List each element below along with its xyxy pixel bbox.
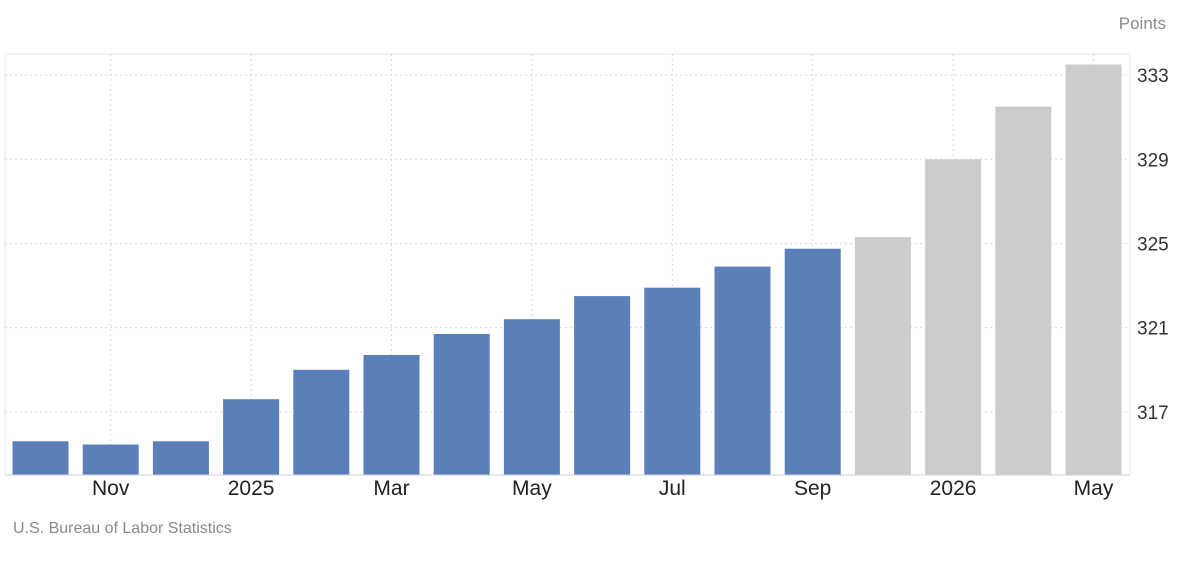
x-tick-label: Mar <box>373 477 409 500</box>
x-tick-label: 2026 <box>930 477 977 500</box>
x-tick-label: May <box>512 477 552 500</box>
y-axis-ticks: 317 321 325 329 333 <box>1137 66 1169 424</box>
x-tick-label: Jul <box>659 477 686 500</box>
bar <box>293 369 350 476</box>
unit-label: Points <box>1118 14 1166 33</box>
forecast-bar <box>854 237 911 475</box>
x-tick-label: 2025 <box>228 477 275 500</box>
bar <box>152 441 209 475</box>
bar <box>433 334 490 475</box>
bars <box>5 64 1130 476</box>
bar <box>714 266 771 475</box>
bar <box>503 319 560 475</box>
bar <box>223 399 280 475</box>
x-tick-label: May <box>1074 477 1114 500</box>
y-tick-label: 329 <box>1137 150 1169 171</box>
source-credit: U.S. Bureau of Labor Statistics <box>13 520 232 537</box>
bar <box>12 441 69 475</box>
y-tick-label: 317 <box>1137 403 1169 424</box>
bar-chart: 317 321 325 329 333 Nov 2025 Mar May Jul Sep 2026 M… <box>4 53 1169 500</box>
x-tick-label: Sep <box>794 477 831 500</box>
forecast-bar <box>925 159 982 476</box>
forecast-bar <box>1065 64 1122 475</box>
y-tick-label: 321 <box>1137 319 1169 340</box>
x-tick-label: Nov <box>92 477 130 500</box>
forecast-bar <box>995 106 1052 475</box>
bar <box>784 248 841 475</box>
y-tick-label: 325 <box>1137 234 1169 255</box>
y-tick-label: 333 <box>1137 66 1169 87</box>
bar <box>363 355 420 475</box>
x-axis-ticks: Nov 2025 Mar May Jul Sep 2026 May <box>92 477 1114 500</box>
bar <box>574 296 631 475</box>
bar <box>82 444 139 475</box>
bar <box>644 287 701 475</box>
